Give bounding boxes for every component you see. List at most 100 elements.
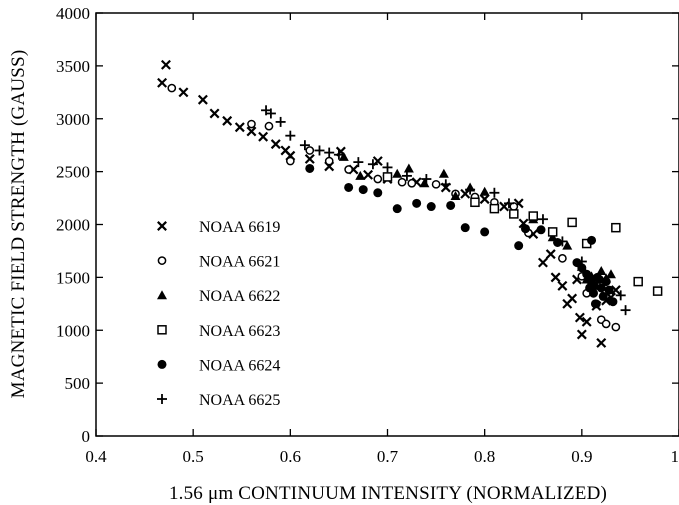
data-point-noaa-6622 [355,170,366,180]
data-point-noaa-6624 [587,278,597,288]
x-tick-label: 0.4 [85,447,107,466]
data-point-noaa-6624 [392,204,402,214]
data-point-noaa-6619 [567,293,578,304]
data-point-noaa-6624 [588,288,598,298]
y-tick-label: 2500 [56,163,90,182]
data-point-noaa-6625 [353,157,364,168]
x-tick-label: 0.8 [474,447,495,466]
data-point-noaa-6619 [557,280,568,291]
data-point-noaa-6621 [247,119,256,129]
data-point-noaa-6621 [373,174,383,184]
y-tick-label: 3000 [56,110,90,129]
series-noaa-6625 [261,105,631,316]
data-point-noaa-6624 [373,188,383,198]
data-point-noaa-6619 [160,59,171,70]
data-point-noaa-6624 [446,200,456,210]
data-point-noaa-6623 [489,203,500,214]
data-point-noaa-6621 [324,156,334,166]
data-point-noaa-6621 [611,322,621,332]
data-point-noaa-6619 [246,126,257,137]
x-tick-label: 0.5 [183,447,204,466]
data-point-noaa-6624 [514,241,524,251]
tick-marks [95,12,679,437]
data-point-noaa-6619 [270,139,281,150]
data-point-noaa-6619 [545,249,556,260]
data-point-noaa-6624 [601,277,611,287]
data-point-noaa-6624 [344,182,354,192]
data-point-noaa-6625 [421,174,432,185]
data-point-noaa-6622 [450,190,461,200]
legend-item-noaa-6622: NOAA 6622 [157,288,280,305]
data-point-noaa-6625 [620,305,631,316]
legend-item-noaa-6624: NOAA 6624 [157,357,280,374]
legend-marker-noaa-6619 [157,221,167,231]
data-point-noaa-6619 [363,169,374,180]
legend-item-noaa-6621: NOAA 6621 [157,254,280,271]
data-point-noaa-6622 [438,168,449,178]
y-tick-label: 500 [65,374,91,393]
x-tick-label: 0.9 [571,447,592,466]
data-point-noaa-6623 [652,286,663,296]
data-point-noaa-6621 [167,83,177,93]
x-tick-label: 1 [671,447,679,466]
plot-frame [95,12,679,437]
data-point-noaa-6624 [587,235,597,245]
data-point-noaa-6619 [197,94,208,105]
data-point-noaa-6623 [509,209,519,219]
data-point-noaa-6625 [265,108,276,119]
data-point-noaa-6624 [604,285,614,295]
legend-marker-noaa-6623 [157,325,167,335]
data-point-noaa-6625 [285,130,296,141]
data-point-noaa-6624 [553,237,563,247]
data-point-noaa-6622 [596,266,607,276]
data-point-noaa-6625 [489,187,500,198]
legend-label-noaa-6622: NOAA 6622 [199,288,280,305]
data-point-noaa-6625 [615,290,626,301]
data-point-noaa-6619 [550,272,561,283]
data-point-noaa-6625 [537,214,548,225]
data-point-noaa-6625 [401,170,412,181]
data-point-noaa-6624 [608,297,618,307]
data-point-noaa-6624 [412,198,422,208]
data-point-noaa-6623 [567,217,577,228]
data-point-noaa-6619 [537,257,548,268]
data-points [157,59,663,348]
data-point-noaa-6619 [234,122,245,133]
legend-label-noaa-6623: NOAA 6623 [199,323,280,340]
y-tick-label: 1000 [56,321,90,340]
data-point-noaa-6624 [426,202,436,212]
legend-label-noaa-6624: NOAA 6624 [199,357,280,374]
data-point-noaa-6625 [299,140,310,151]
data-point-noaa-6619 [596,337,607,348]
data-point-noaa-6621 [601,319,611,329]
legend-label-noaa-6619: NOAA 6619 [199,219,280,236]
legend: NOAA 6619 NOAA 6621 NOAA 6622 NOAA 6623 NOAA… [157,219,280,409]
legend-label-noaa-6625: NOAA 6625 [199,392,280,409]
data-point-noaa-6623 [528,211,538,221]
legend-marker-noaa-6624 [157,359,167,369]
data-point-noaa-6624 [305,163,315,173]
y-tick-label: 1500 [56,268,90,287]
data-point-noaa-6625 [557,236,568,247]
data-point-noaa-6625 [324,147,335,158]
data-point-noaa-6619 [209,108,220,119]
data-point-noaa-6619 [574,312,585,323]
y-axis-label: MAGNETIC FIELD STRENGTH (GAUSS) [8,50,29,399]
y-tick-label: 4000 [56,4,90,23]
legend-marker-noaa-6621 [157,256,167,265]
data-point-noaa-6623 [382,172,393,182]
legend-item-noaa-6623: NOAA 6623 [157,323,280,340]
data-point-noaa-6621 [558,253,567,263]
data-point-noaa-6619 [304,153,315,164]
data-point-noaa-6625 [367,159,378,170]
data-point-noaa-6623 [470,197,480,208]
data-point-noaa-6621 [407,178,417,188]
data-point-noaa-6624 [598,291,608,301]
data-point-noaa-6621 [305,146,315,155]
data-point-noaa-6625 [576,256,587,267]
legend-marker-noaa-6625 [157,394,167,404]
data-point-noaa-6619 [581,316,592,327]
data-point-noaa-6625 [440,179,451,190]
data-point-noaa-6625 [333,149,344,160]
data-point-noaa-6624 [480,227,490,237]
